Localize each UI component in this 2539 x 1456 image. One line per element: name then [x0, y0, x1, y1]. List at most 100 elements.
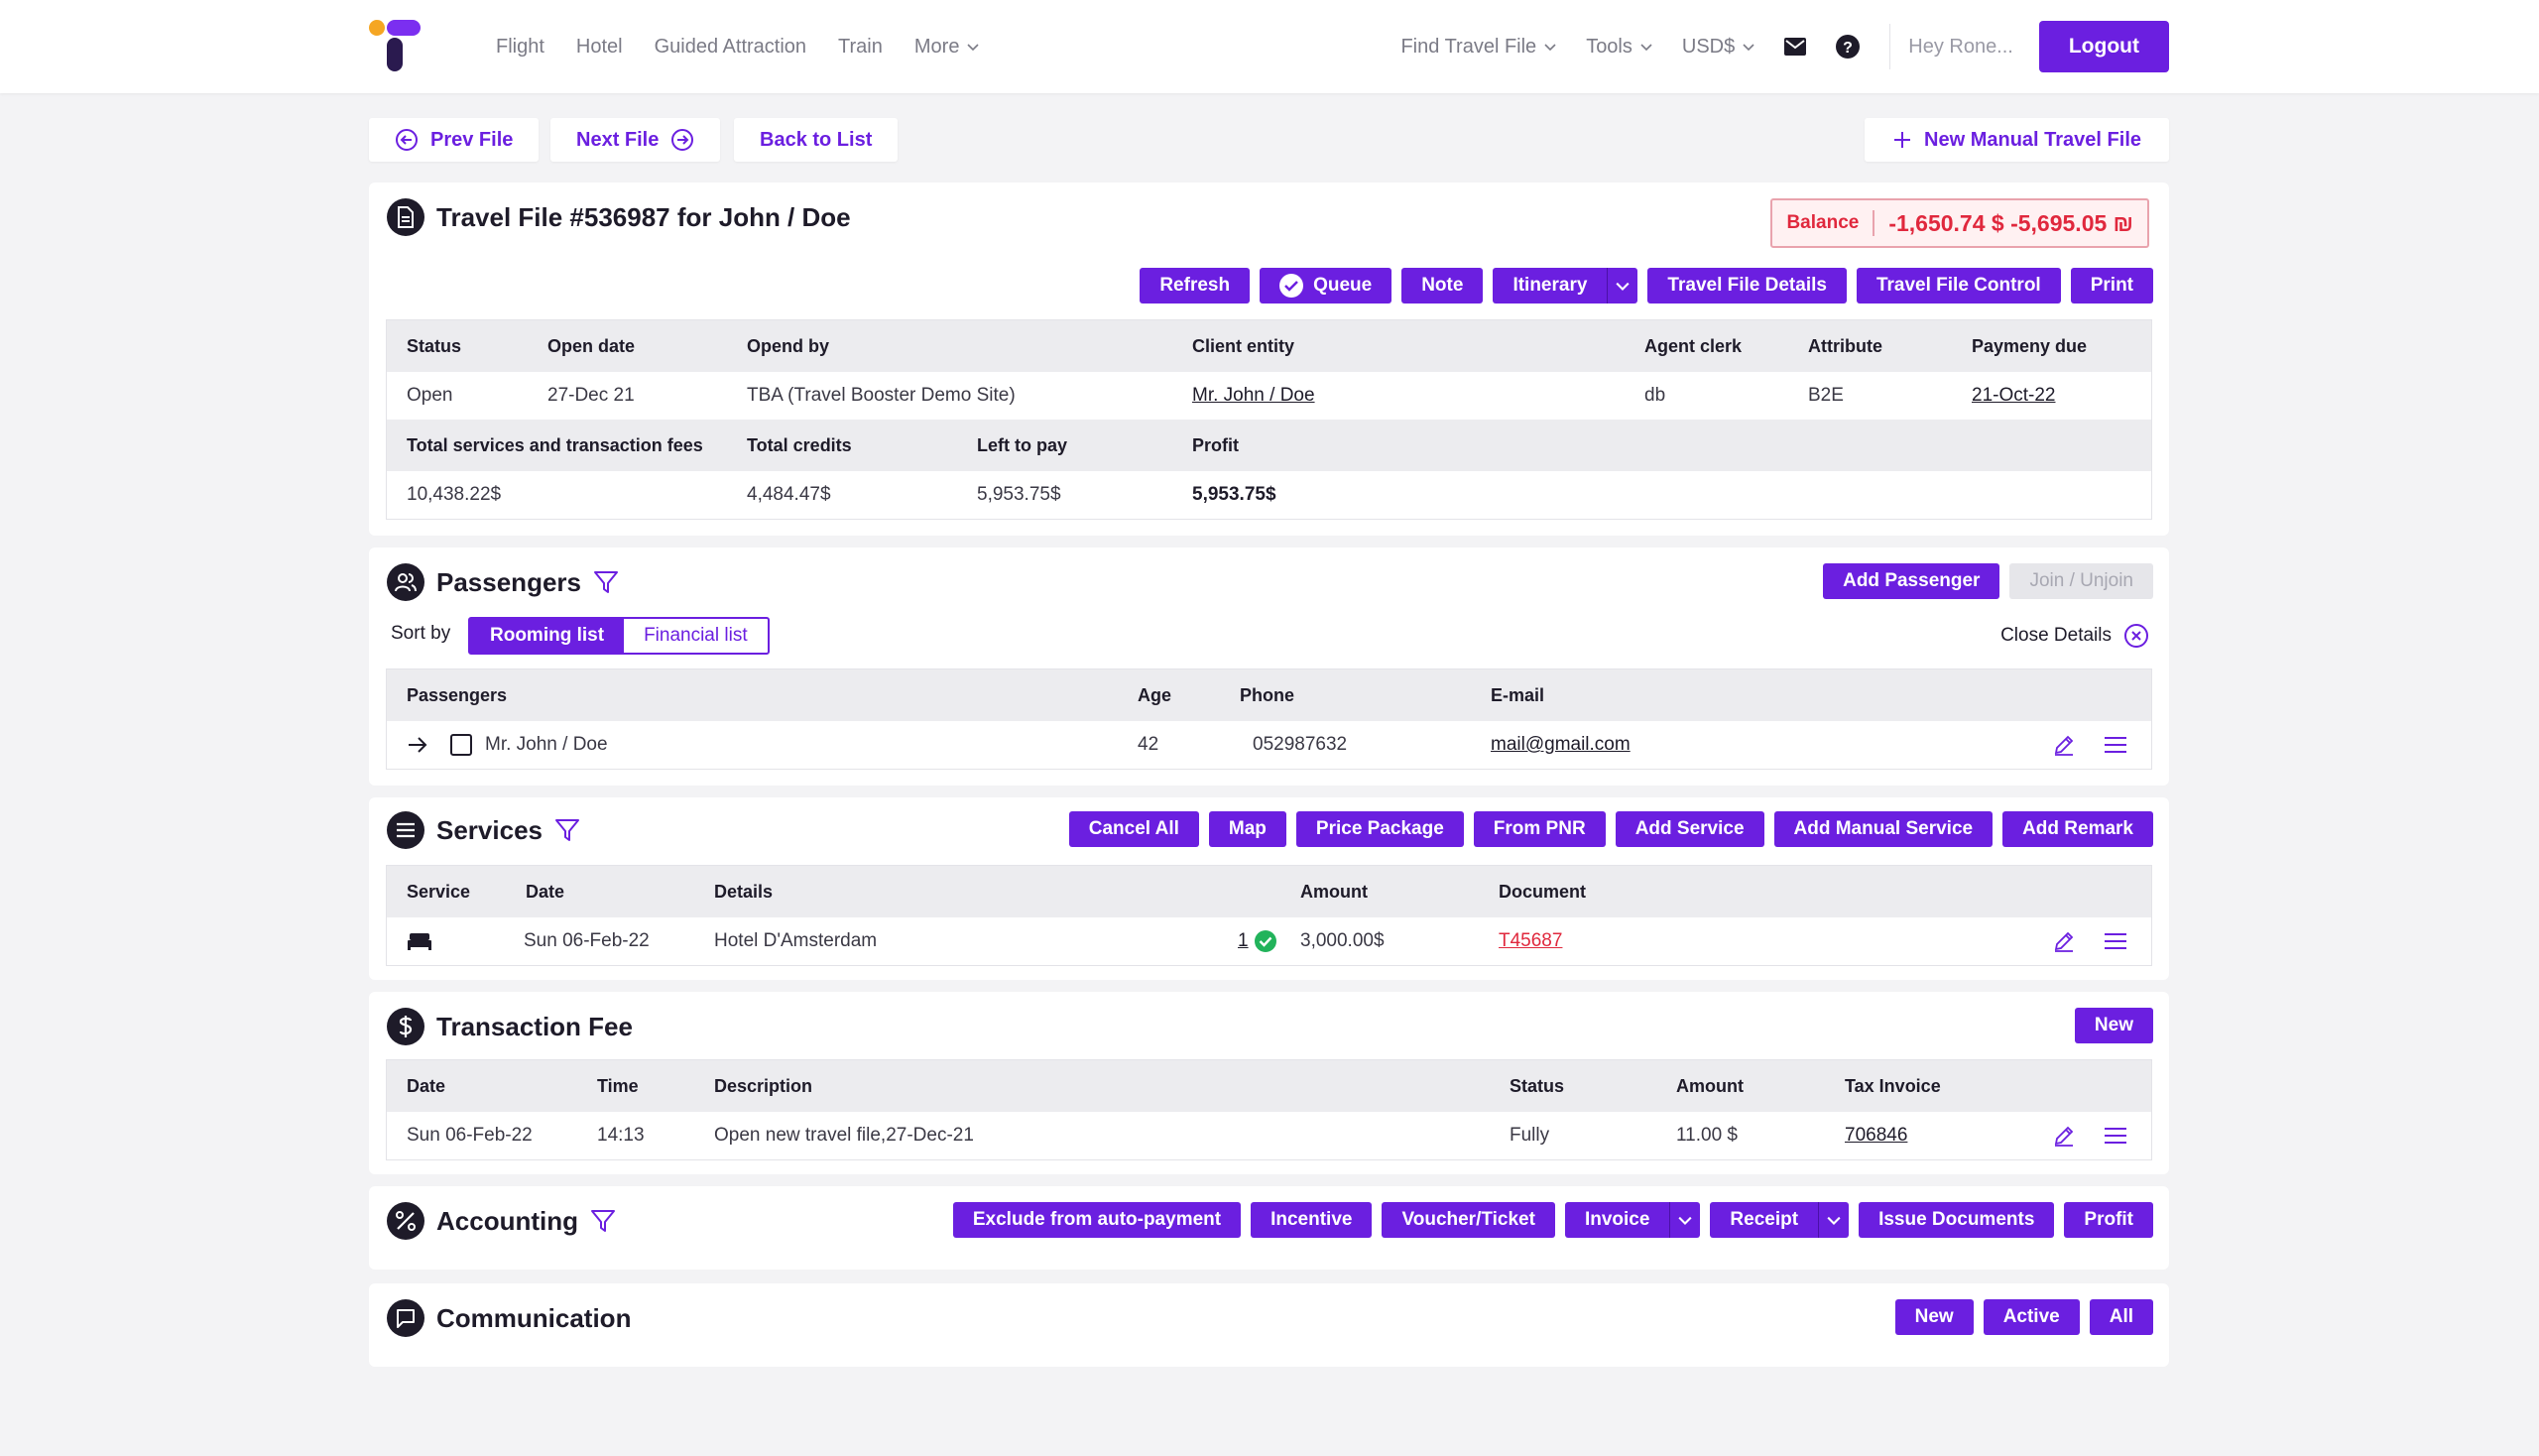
menu-icon[interactable]: [2104, 931, 2127, 951]
itinerary-dropdown-button[interactable]: [1607, 268, 1638, 303]
travel-file-details-button[interactable]: Travel File Details: [1647, 268, 1847, 303]
passengers-header: Passengers: [387, 563, 619, 601]
all-communication-button[interactable]: All: [2089, 1299, 2153, 1335]
nav-guided-attraction[interactable]: Guided Attraction: [654, 35, 807, 58]
fee-time: 14:13: [597, 1125, 645, 1146]
issue-documents-button[interactable]: Issue Documents: [1859, 1202, 2055, 1238]
currency-dropdown[interactable]: USD$: [1682, 36, 1754, 59]
mail-icon[interactable]: [1784, 38, 1807, 56]
new-communication-button[interactable]: New: [1894, 1299, 1974, 1335]
nav-more-label: More: [913, 35, 960, 58]
refresh-button[interactable]: Refresh: [1140, 268, 1251, 303]
passenger-email-link[interactable]: mail@gmail.com: [1491, 734, 1631, 755]
new-manual-travel-file-button[interactable]: New Manual Travel File: [1865, 118, 2169, 162]
filter-icon[interactable]: [590, 1208, 616, 1234]
profit-value: 5,953.75$: [1192, 484, 1276, 505]
edit-icon[interactable]: [2052, 1124, 2076, 1148]
exclude-auto-payment-button[interactable]: Exclude from auto-payment: [952, 1202, 1242, 1238]
logout-button[interactable]: Logout: [2038, 21, 2169, 72]
cancel-all-button[interactable]: Cancel All: [1068, 811, 1199, 847]
active-communication-button[interactable]: Active: [1983, 1299, 2080, 1335]
services-title: Services: [436, 814, 543, 845]
nav-train[interactable]: Train: [838, 35, 883, 58]
add-service-button[interactable]: Add Service: [1615, 811, 1764, 847]
filter-icon[interactable]: [554, 817, 580, 843]
accounting-card: Accounting Exclude from auto-payment Inc…: [369, 1186, 2169, 1270]
incentive-button[interactable]: Incentive: [1251, 1202, 1373, 1238]
receipt-dropdown-button[interactable]: [1818, 1202, 1850, 1238]
column-header: Agent clerk: [1644, 335, 1743, 356]
fee-description: Open new travel file,27-Dec-21: [714, 1125, 974, 1146]
tools-dropdown[interactable]: Tools: [1586, 36, 1652, 59]
sort-rooming-list[interactable]: Rooming list: [470, 619, 625, 653]
column-header: Time: [597, 1075, 639, 1096]
transaction-fee-actions: New: [2074, 1008, 2153, 1043]
column-header: Description: [714, 1075, 813, 1096]
voucher-ticket-button[interactable]: Voucher/Ticket: [1382, 1202, 1555, 1238]
passenger-checkbox[interactable]: [450, 734, 472, 756]
from-pnr-button[interactable]: From PNR: [1473, 811, 1606, 847]
travel-file-header: Travel File #536987 for John / Doe: [387, 198, 851, 236]
payment-due-link[interactable]: 21-Oct-22: [1972, 385, 2056, 406]
tax-invoice-link[interactable]: 706846: [1845, 1125, 1908, 1146]
services-actions: Cancel All Map Price Package From PNR Ad…: [1068, 811, 2153, 847]
nav-hotel[interactable]: Hotel: [575, 35, 623, 58]
filter-icon[interactable]: [593, 569, 619, 595]
accounting-profit-button[interactable]: Profit: [2064, 1202, 2153, 1238]
table-header-row: Passengers Age Phone E-mail: [387, 669, 2151, 721]
invoice-button[interactable]: Invoice: [1564, 1202, 1670, 1238]
add-manual-service-button[interactable]: Add Manual Service: [1773, 811, 1994, 847]
agent-clerk-value: db: [1644, 385, 1666, 406]
client-entity-link[interactable]: Mr. John / Doe: [1192, 385, 1315, 406]
itinerary-button[interactable]: Itinerary: [1493, 268, 1608, 303]
logo[interactable]: [367, 18, 423, 73]
arrow-right-icon[interactable]: [407, 735, 428, 755]
user-greeting: Hey Rone...: [1908, 35, 2013, 58]
find-travel-file-dropdown[interactable]: Find Travel File: [1400, 36, 1556, 59]
service-amount: 3,000.00$: [1300, 930, 1385, 951]
row-actions: [2052, 929, 2127, 953]
passengers-table: Passengers Age Phone E-mail Mr. John / D…: [386, 668, 2152, 770]
sort-financial-list[interactable]: Financial list: [644, 625, 748, 646]
balance-label: Balance: [1786, 212, 1860, 233]
invoice-split-button: Invoice: [1564, 1202, 1701, 1238]
price-package-button[interactable]: Price Package: [1295, 811, 1464, 847]
nav-more[interactable]: More: [914, 36, 980, 59]
receipt-split-button: Receipt: [1710, 1202, 1850, 1238]
column-header: Passengers: [407, 684, 508, 705]
passenger-age: 42: [1138, 734, 1159, 755]
column-header: Status: [1510, 1075, 1565, 1096]
edit-icon[interactable]: [2052, 929, 2076, 953]
service-count-link[interactable]: 1: [1238, 930, 1249, 951]
note-button[interactable]: Note: [1401, 268, 1484, 303]
invoice-dropdown-button[interactable]: [1669, 1202, 1701, 1238]
back-to-list-button[interactable]: Back to List: [734, 118, 899, 162]
passengers-title: Passengers: [436, 566, 581, 597]
edit-icon[interactable]: [2052, 733, 2076, 757]
service-document-link[interactable]: T45687: [1499, 930, 1563, 951]
travel-file-actions: Refresh Queue Note Itinerary Travel File…: [1140, 268, 2153, 303]
add-passenger-button[interactable]: Add Passenger: [1823, 563, 2000, 599]
join-unjoin-button[interactable]: Join / Unjoin: [2009, 563, 2153, 599]
users-icon: [387, 563, 424, 601]
receipt-button[interactable]: Receipt: [1710, 1202, 1819, 1238]
print-button[interactable]: Print: [2070, 268, 2153, 303]
close-details-button[interactable]: Close Details: [2000, 623, 2149, 649]
row-actions: [2052, 733, 2127, 757]
add-remark-button[interactable]: Add Remark: [2002, 811, 2153, 847]
menu-icon[interactable]: [2104, 1126, 2127, 1146]
prev-file-button[interactable]: Prev File: [369, 118, 540, 162]
travel-file-control-button[interactable]: Travel File Control: [1856, 268, 2061, 303]
bed-icon: [408, 933, 431, 950]
menu-icon[interactable]: [2104, 735, 2127, 755]
arrow-right-circle-icon: [671, 129, 694, 151]
new-transaction-fee-button[interactable]: New: [2074, 1008, 2153, 1043]
help-icon[interactable]: ?: [1836, 35, 1861, 59]
queue-button[interactable]: Queue: [1260, 268, 1392, 303]
travel-file-card: Travel File #536987 for John / Doe Balan…: [369, 182, 2169, 536]
map-button[interactable]: Map: [1208, 811, 1286, 847]
column-header: Opend by: [747, 335, 830, 356]
nav-flight[interactable]: Flight: [496, 35, 544, 58]
chevron-down-icon: [1827, 1216, 1841, 1225]
next-file-button[interactable]: Next File: [550, 118, 721, 162]
